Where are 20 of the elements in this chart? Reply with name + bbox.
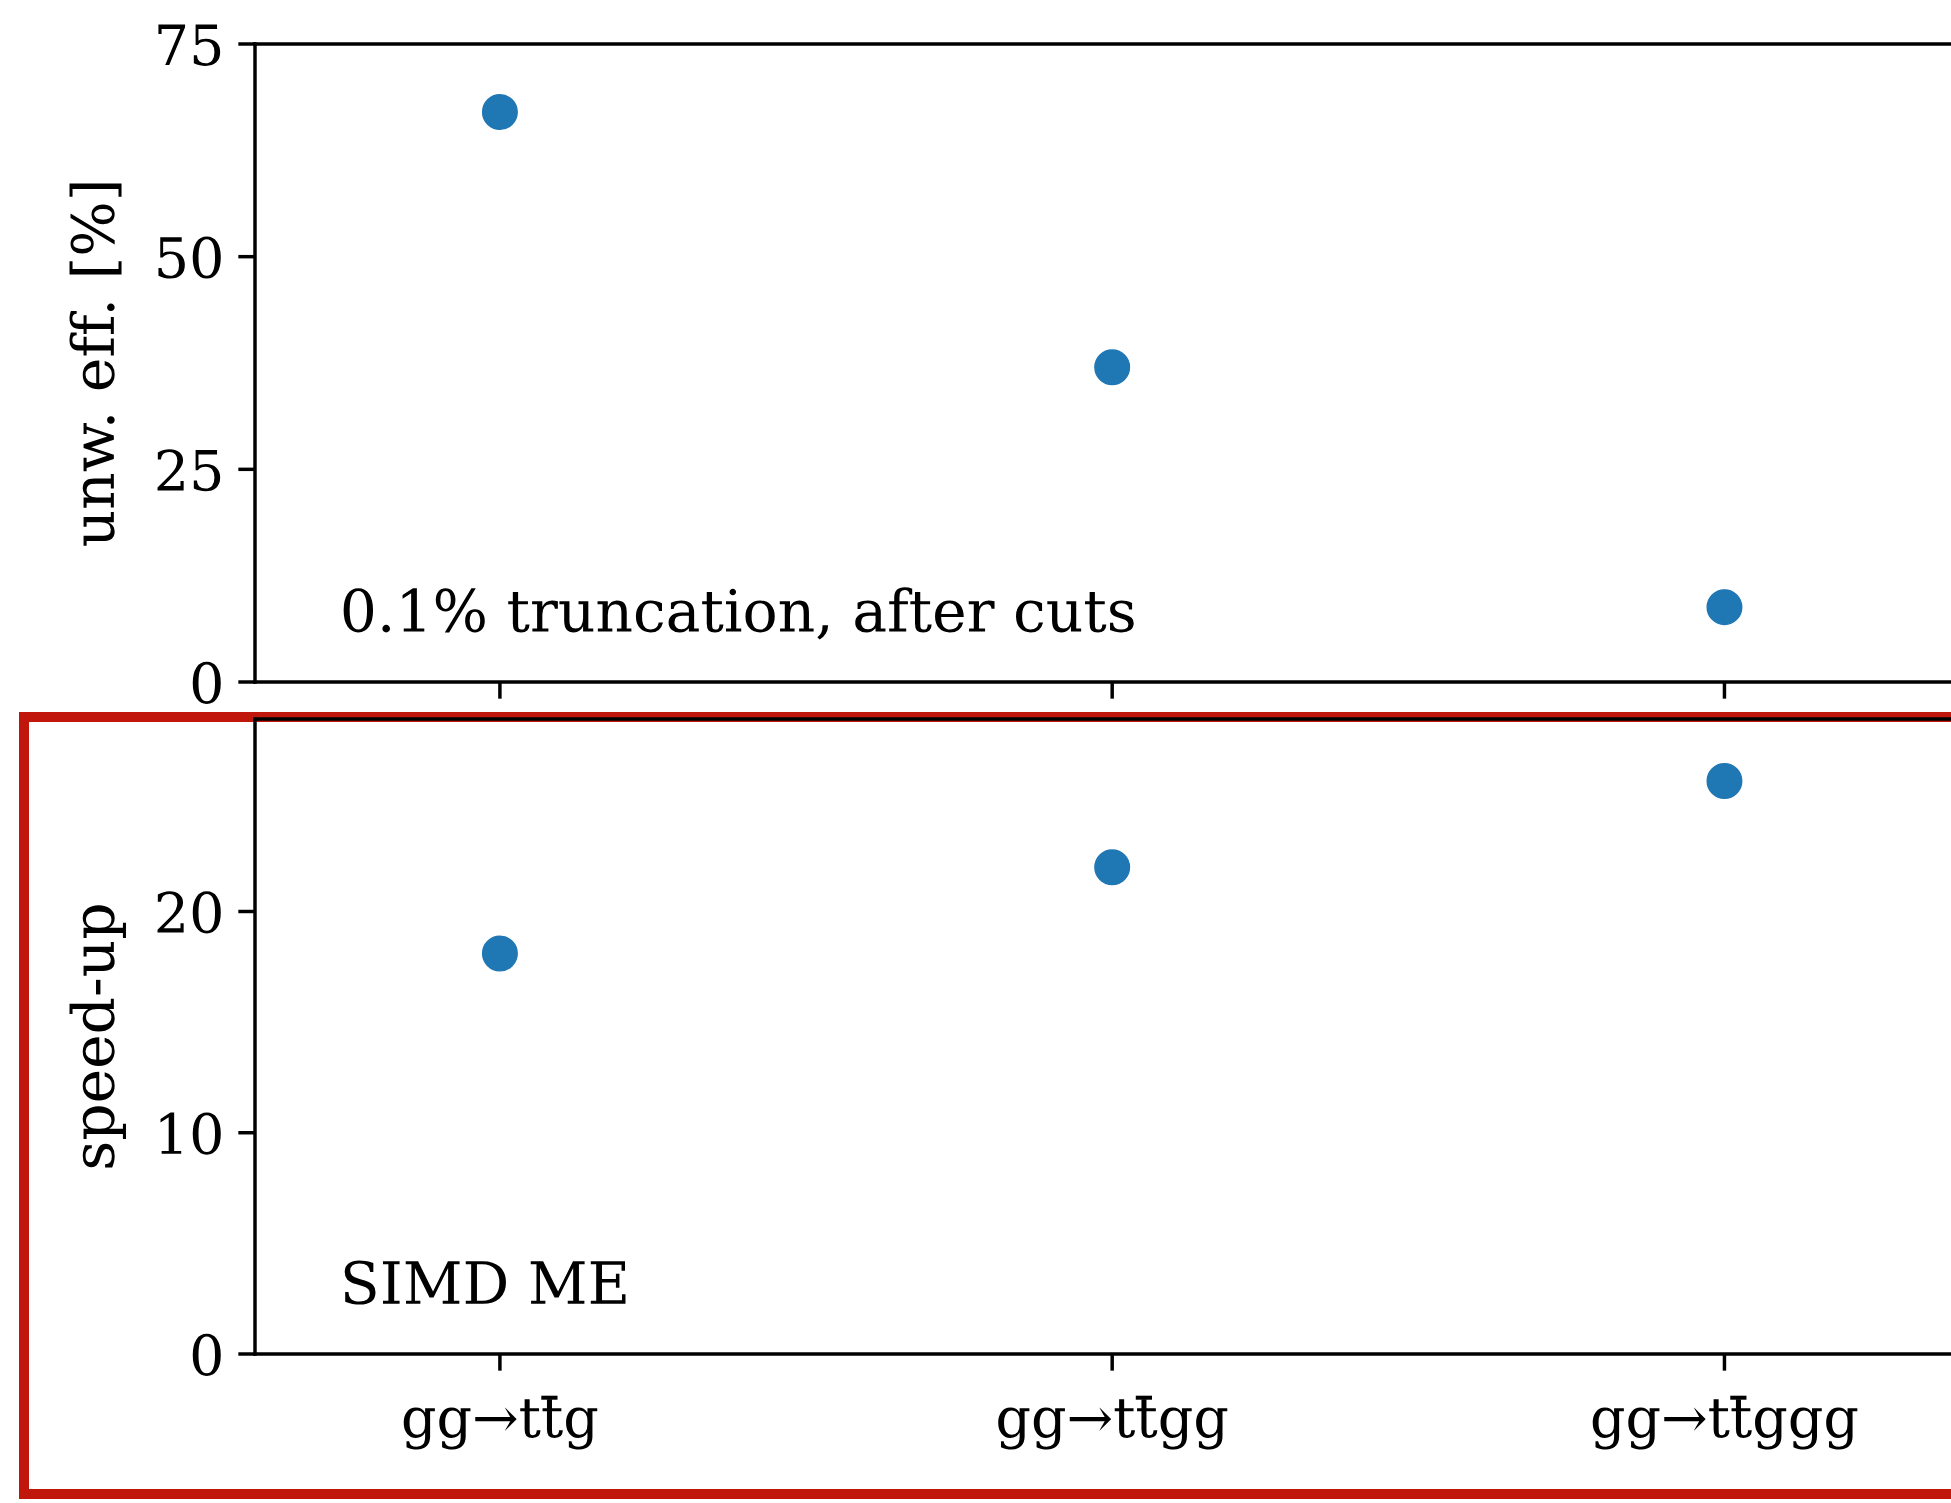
x-tick-label: gg→tt̄gg: [998, 1395, 1228, 1450]
point: [1706, 589, 1743, 626]
point: [1094, 349, 1131, 386]
y-axis-title: speed-up: [69, 905, 126, 1168]
point: [1706, 762, 1743, 799]
annotation: SIMD ME: [344, 1260, 626, 1305]
y-tick-label: 50: [158, 236, 221, 279]
point: [481, 94, 518, 131]
y-tick-label: 75: [158, 24, 221, 66]
x-tick-label: gg→tt̄ggg: [1592, 1395, 1858, 1450]
x-tick-label: gg→tt̄g: [403, 1395, 598, 1450]
y-tick-label: 0: [192, 1333, 221, 1376]
annotation: 0.1% truncation, after cuts: [343, 587, 1134, 640]
point: [481, 935, 518, 972]
y-tick-label: 20: [157, 891, 221, 934]
y-tick-label: 0: [192, 661, 221, 704]
y-tick-label: 10: [160, 1112, 221, 1155]
y-axis-title: unw. eff. [%]: [69, 183, 122, 546]
y-tick-label: 25: [157, 449, 221, 492]
point: [1094, 849, 1131, 886]
